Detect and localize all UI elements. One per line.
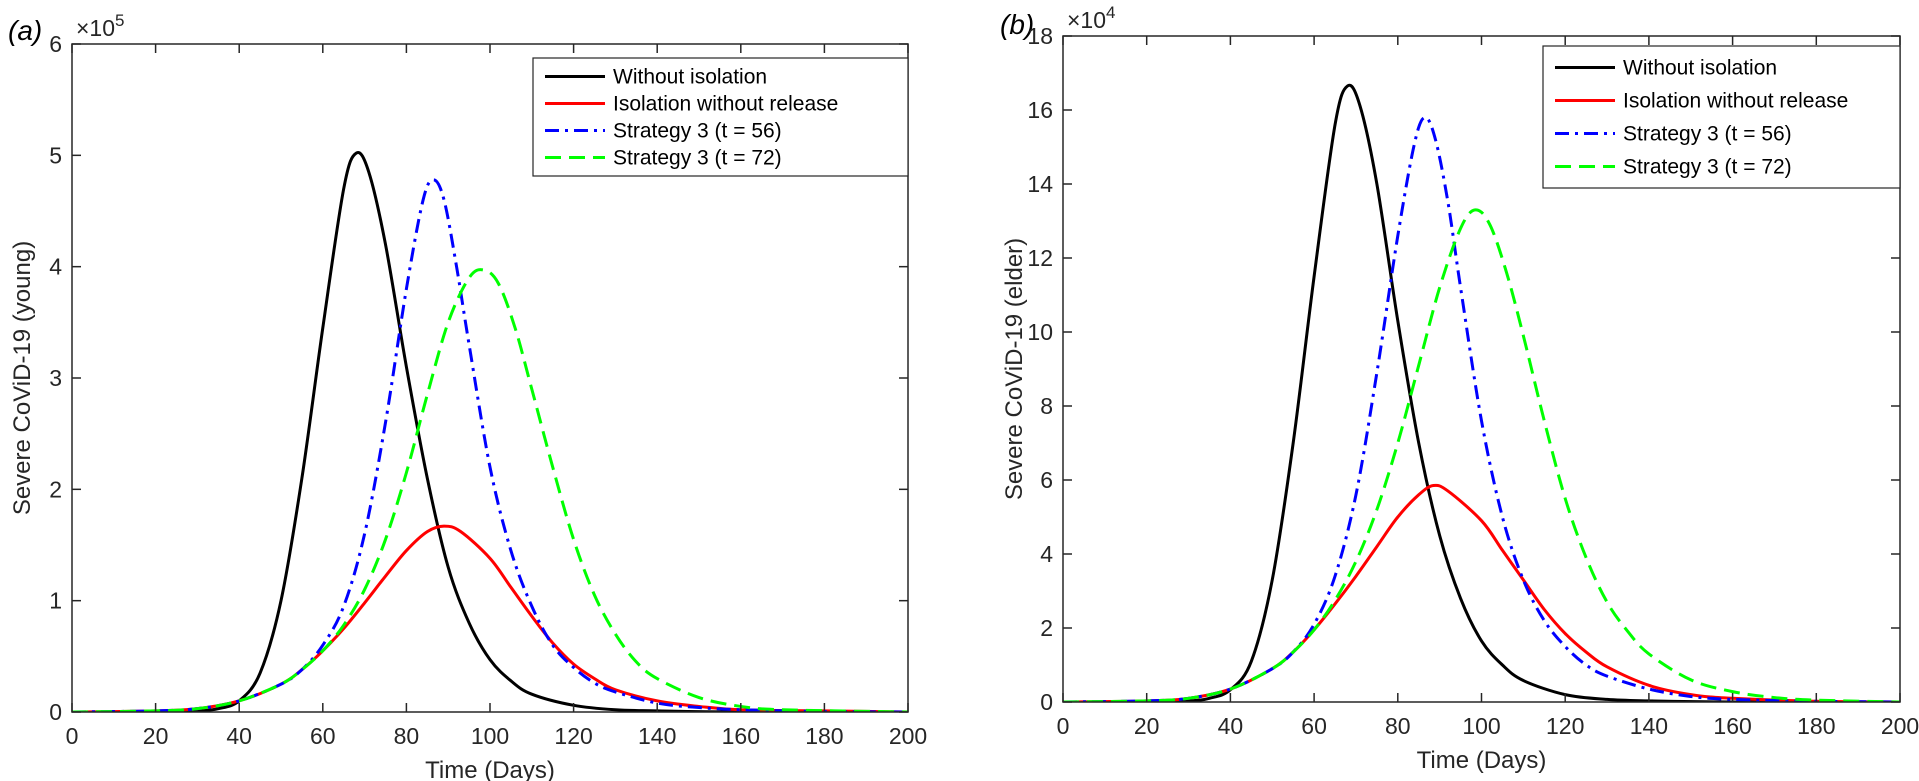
chart-panel-a: (a) 0 20 40 60 80 100 120 140 160 180 200 0 1 2 3 4 5 6 ×10… [8,11,927,781]
y-tick-label: 5 [49,142,62,168]
y-axis-label: Severe CoViD-19 (young) [9,241,36,515]
legend-box [1542,45,1901,189]
x-tick-label: 20 [143,723,169,749]
x-axis-label: Time (Days) [1417,747,1547,774]
series-line-isolation-without-release [72,524,908,712]
x-tick-label: 60 [1301,713,1327,739]
x-axis-label: Time (Days) [425,757,555,781]
x-tick-label: 120 [1546,713,1584,739]
x-tick-label: 140 [638,723,676,749]
legend: Without isolation Isolation without relea… [1542,45,1901,189]
y-tick-label: 18 [1027,23,1053,49]
panel-label: (a) [8,15,42,46]
legend: Without isolation Isolation without relea… [532,57,909,177]
series-group [72,151,908,712]
y-exponent-label: ×105 [76,11,124,41]
legend-entry: Strategy 3 (t = 72) [1623,156,1792,179]
series-line-without-isolation [72,151,908,712]
x-tick-label: 40 [226,723,252,749]
x-tick-label: 80 [394,723,420,749]
y-tick-label: 4 [49,254,62,280]
legend-entry: Isolation without release [613,93,838,116]
y-exponent: 5 [115,11,124,30]
legend-entry: Strategy 3 (t = 56) [1623,123,1792,146]
x-tick-label: 180 [805,723,843,749]
y-tick-label: 8 [1040,393,1053,419]
legend-entry: Without isolation [613,66,767,89]
legend-entry: Without isolation [1623,57,1777,80]
x-tick-label: 0 [66,723,79,749]
series-line-strategy-3-t-56 [72,178,908,712]
x-tick-label: 200 [889,723,927,749]
y-tick-label: 0 [1040,689,1053,715]
chart-panel-b: (b) 0 20 40 60 80 100 120 140 160 180 200 0 2 4 6 8 10 12 1… [1000,3,1919,774]
series-line-strategy-3-t-56 [1063,115,1900,702]
y-tick-label: 2 [1040,615,1053,641]
x-tick-label: 40 [1218,713,1244,739]
y-tick-label: 0 [49,699,62,725]
series-line-strategy-3-t-72 [1063,208,1900,702]
y-exponent-label: ×104 [1067,3,1115,33]
series-line-isolation-without-release [1063,483,1900,702]
legend-entry: Strategy 3 (t = 72) [613,147,782,170]
y-axis-label: Severe CoViD-19 (elder) [1001,238,1028,500]
x-tick-label: 100 [471,723,509,749]
y-tick-label: 14 [1027,171,1053,197]
y-tick-label: 6 [1040,467,1053,493]
x-tick-label: 180 [1797,713,1835,739]
x-tick-label: 140 [1630,713,1668,739]
x-tick-label: 60 [310,723,336,749]
y-exponent: 4 [1106,3,1115,22]
y-tick-label: 6 [49,31,62,57]
panel-label: (b) [1000,9,1034,40]
legend-entry: Isolation without release [1623,90,1848,113]
x-tick-label: 20 [1134,713,1160,739]
y-tick-label: 16 [1027,97,1053,123]
y-multiplier: ×10 [1067,7,1106,33]
y-multiplier: ×10 [76,15,115,41]
y-tick-label: 2 [49,476,62,502]
x-tick-label: 120 [554,723,592,749]
x-tick-label: 100 [1462,713,1500,739]
legend-entry: Strategy 3 (t = 56) [613,120,782,143]
y-tick-label: 4 [1040,541,1053,567]
series-line-strategy-3-t-72 [72,268,908,712]
x-tick-label: 160 [1713,713,1751,739]
x-tick-label: 200 [1881,713,1919,739]
x-tick-label: 80 [1385,713,1411,739]
x-tick-label: 0 [1057,713,1070,739]
y-tick-label: 3 [49,365,62,391]
y-tick-label: 10 [1027,319,1053,345]
y-tick-label: 1 [49,588,62,614]
x-tick-label: 160 [722,723,760,749]
y-tick-label: 12 [1027,245,1053,271]
